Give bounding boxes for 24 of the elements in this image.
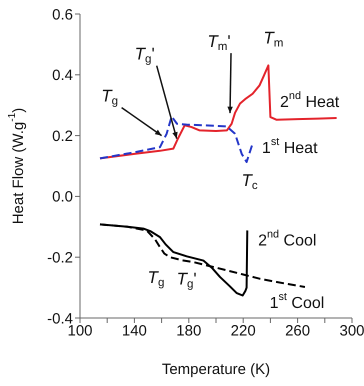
annotation: T$_{g}$' (134, 44, 155, 66)
series-label: 1$^{st}$ Cool (270, 290, 324, 312)
annotation: T$_{m}$' (207, 32, 231, 54)
x-axis-title: Temperature (K) (162, 361, 270, 378)
annotation: T$_{g}$ (148, 268, 164, 290)
series-label: 2$^{nd}$ Heat (280, 90, 340, 110)
y-tick-label: 0.4 (52, 67, 73, 84)
x-tick-label: 100 (67, 322, 93, 340)
line-series (98, 115, 254, 164)
y-tick-label: 0.2 (52, 128, 73, 145)
y-tick-label: 0.6 (52, 6, 73, 24)
annotation: T$_{m}$ (263, 28, 284, 50)
x-tick-label: 140 (122, 322, 147, 340)
x-tick-label: 220 (230, 322, 256, 340)
x-tick-label: 180 (176, 322, 202, 340)
annotation: T$_{g}$ (101, 86, 118, 108)
x-tick-label: 300 (339, 322, 364, 340)
series-label: 2$^{nd}$ Cool (258, 228, 316, 249)
y-tick-label: 0.0 (52, 188, 73, 206)
x-tick-label: 260 (285, 322, 310, 340)
series-label: 1$^{st}$ Heat (262, 136, 318, 157)
annotation: T$_{g}$' (176, 268, 197, 290)
y-tick-label: -0.2 (47, 250, 73, 267)
annotation: T$_{c}$ (242, 170, 258, 192)
